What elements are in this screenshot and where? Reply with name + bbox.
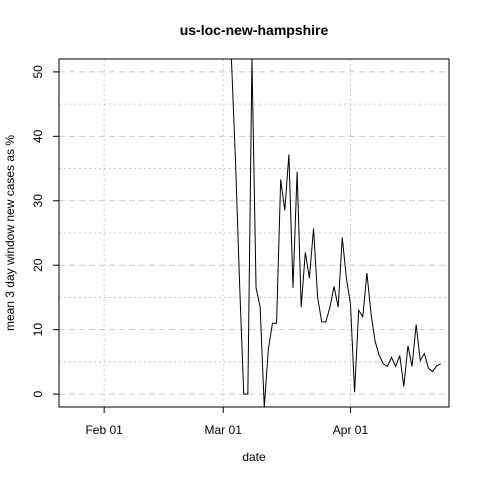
x-axis-label: date <box>242 450 266 464</box>
y-axis-label: mean 3 day window new cases as % <box>3 135 17 331</box>
y-tick-label-1: 10 <box>31 323 45 337</box>
y-tick-label-2: 20 <box>31 258 45 272</box>
grid <box>59 59 449 407</box>
plot-frame <box>58 58 450 408</box>
y-tick-label-0: 0 <box>31 390 45 397</box>
x-tick-label-0: Feb 01 <box>85 423 123 437</box>
x-tick-label-1: Mar 01 <box>205 423 243 437</box>
y-tick-label-5: 50 <box>31 65 45 79</box>
y-tick-label-3: 30 <box>31 194 45 208</box>
series-layer <box>230 59 442 407</box>
chart-title: us-loc-new-hampshire <box>180 22 329 38</box>
x-tick-label-2: Apr 01 <box>333 423 369 437</box>
series-line-0 <box>230 59 442 407</box>
y-tick-label-4: 40 <box>31 129 45 143</box>
x-axis: Feb 01 Mar 01 Apr 01 <box>85 407 368 437</box>
y-axis: 0 10 20 30 40 50 <box>31 65 59 397</box>
